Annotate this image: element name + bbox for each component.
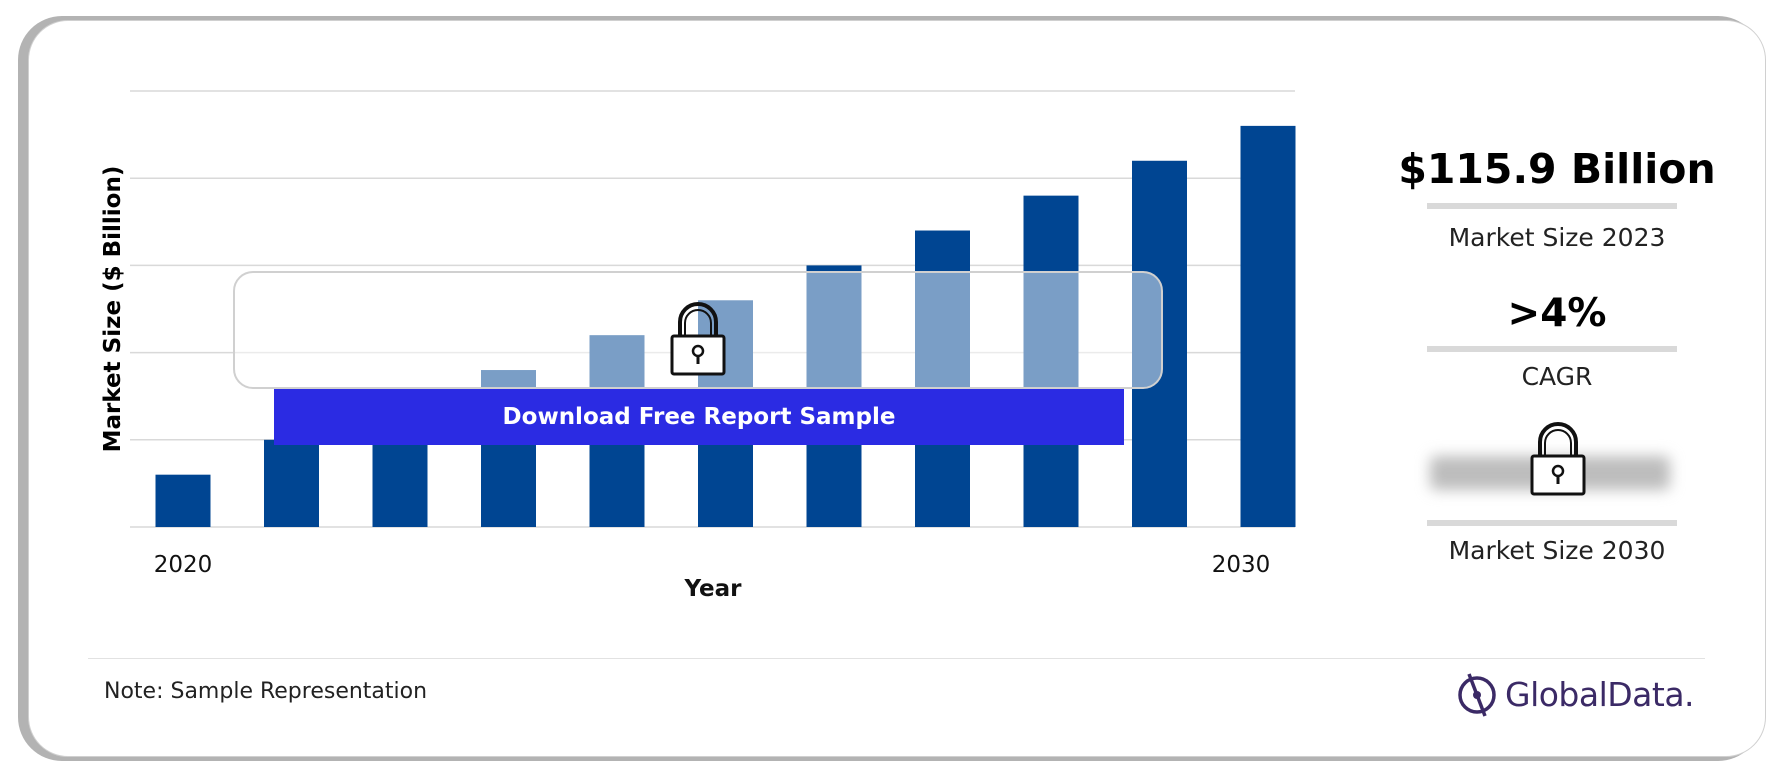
bar-2027 (915, 230, 970, 527)
download-sample-button[interactable]: Download Free Report Sample (274, 389, 1124, 445)
logo-text: GlobalData. (1505, 674, 1695, 714)
stat-divider (1427, 520, 1677, 526)
footer-divider (88, 658, 1705, 659)
forecast-label: Market Size 2030 (1448, 536, 1666, 565)
market-size-value: $115.9 Billion (1398, 145, 1716, 193)
market-size-label: Market Size 2023 (1448, 223, 1666, 252)
bar-2028 (1023, 195, 1079, 527)
cagr-label: CAGR (1521, 362, 1593, 391)
x-tick-label: 2030 (1211, 552, 1271, 578)
globaldata-logo: GlobalData. (1455, 670, 1695, 718)
stat-divider (1427, 203, 1677, 209)
x-tick-label: 2020 (153, 552, 213, 578)
bar-2029 (1132, 160, 1187, 527)
bar-2030 (1240, 125, 1296, 527)
forecast-lock-icon (1530, 422, 1586, 496)
cagr-value: >4% (1507, 291, 1607, 336)
bar-2020 (155, 474, 211, 527)
footer-note: Note: Sample Representation (104, 679, 428, 704)
y-axis-title: Market Size ($ Billion) (100, 165, 126, 453)
stat-divider (1427, 346, 1677, 352)
lock-icon (670, 302, 726, 376)
globaldata-logo-icon (1458, 673, 1496, 717)
bar-2021 (264, 439, 319, 527)
x-axis-title: Year (684, 576, 742, 602)
